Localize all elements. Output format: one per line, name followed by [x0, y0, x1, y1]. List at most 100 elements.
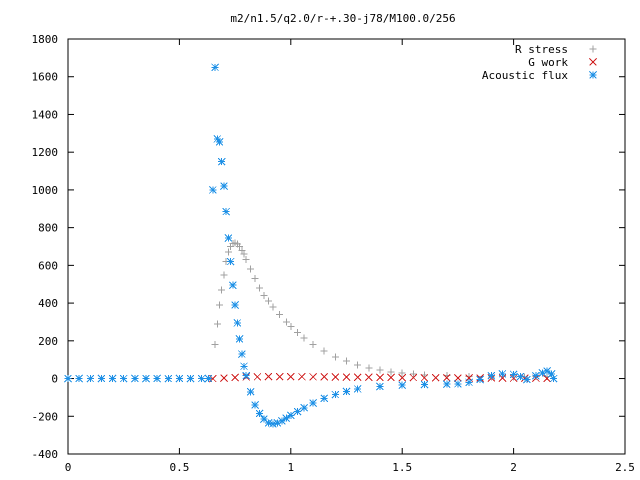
g-work-point: [387, 373, 395, 382]
r-stress-point: [265, 297, 273, 305]
acoustic-flux-point: [465, 378, 473, 387]
r-stress-point: [247, 265, 255, 273]
r-stress-point: [409, 370, 417, 378]
r-stress-point: [269, 303, 277, 311]
y-tick-label: 600: [38, 259, 58, 272]
y-tick-label: 1800: [32, 33, 59, 46]
acoustic-flux-point: [487, 371, 496, 380]
acoustic-flux-point: [217, 157, 226, 166]
r-stress-point: [282, 318, 290, 326]
r-stress-point: [354, 361, 362, 369]
r-stress-point: [287, 323, 295, 331]
x-tick-label: 2.5: [615, 461, 635, 474]
acoustic-flux-point: [320, 394, 329, 403]
acoustic-flux-point: [226, 257, 235, 266]
acoustic-flux-point: [108, 374, 117, 383]
g-work-point: [376, 373, 384, 382]
series-r-stress: [64, 239, 558, 383]
legend-label-r-stress: R stress: [515, 43, 568, 56]
acoustic-flux-point: [454, 379, 462, 388]
x-tick-label: 1.5: [392, 461, 412, 474]
acoustic-flux-point: [498, 369, 507, 378]
acoustic-flux-point: [549, 374, 558, 383]
g-work-point: [253, 372, 262, 381]
r-stress-point: [256, 284, 264, 292]
acoustic-flux-point: [211, 63, 219, 72]
acoustic-flux-point: [197, 374, 206, 383]
y-tick-label: 400: [38, 297, 58, 310]
g-work-point: [364, 373, 373, 382]
y-tick-label: -200: [32, 410, 59, 423]
r-stress-point: [398, 369, 406, 377]
r-stress-point: [242, 256, 250, 264]
acoustic-flux-point: [142, 374, 150, 383]
acoustic-flux-point: [255, 409, 264, 418]
acoustic-flux-point: [376, 382, 384, 391]
g-work-point: [409, 373, 418, 382]
g-work-point: [298, 372, 306, 381]
acoustic-flux-point: [97, 374, 106, 383]
x-tick-label: 1: [287, 461, 294, 474]
r-stress-point: [320, 347, 328, 355]
x-tick-label: 2: [510, 461, 517, 474]
acoustic-flux-point: [231, 301, 239, 309]
g-work-point: [342, 373, 351, 381]
acoustic-flux-point: [222, 207, 231, 216]
acoustic-flux-point: [208, 186, 217, 194]
x-tick-label: 0: [65, 461, 72, 474]
acoustic-flux-point: [264, 419, 273, 427]
acoustic-flux-point: [215, 137, 224, 146]
r-stress-point: [224, 248, 232, 256]
acoustic-flux-point: [331, 390, 340, 399]
acoustic-flux-point: [286, 411, 295, 420]
plot-area-frame: [67, 38, 626, 455]
acoustic-flux-point: [293, 407, 302, 416]
r-stress-point: [309, 341, 317, 349]
g-work-point: [442, 373, 451, 382]
acoustic-flux-point: [309, 399, 317, 407]
g-work-point: [353, 373, 362, 382]
r-stress-point: [251, 275, 259, 283]
acoustic-flux-point: [153, 374, 161, 383]
acoustic-flux-point: [420, 380, 429, 389]
r-stress-point: [236, 243, 244, 250]
data-series: [64, 63, 558, 428]
acoustic-flux-point: [532, 371, 540, 380]
acoustic-flux-point: [233, 319, 242, 327]
legend-marker-r-stress: [589, 45, 597, 53]
r-stress-point: [465, 372, 473, 380]
g-work-point: [331, 373, 340, 381]
g-work-point: [286, 372, 295, 381]
acoustic-flux-point: [509, 370, 518, 379]
acoustic-flux-point: [398, 381, 407, 390]
y-tick-label: 1000: [32, 184, 59, 197]
y-tick-label: 1200: [32, 146, 59, 159]
legend-label-acoustic-flux: Acoustic flux: [482, 69, 568, 82]
acoustic-flux-point: [300, 403, 309, 412]
acoustic-flux-point: [342, 387, 351, 396]
g-work-point: [454, 374, 462, 382]
acoustic-flux-point: [242, 371, 251, 380]
g-work-point: [231, 373, 239, 382]
axis-ticks: 0 0.5 1 1.5 2 2.5 -400 -200 0 200 400 600 800 1000 120…: [32, 33, 635, 474]
r-stress-point: [216, 301, 224, 309]
r-stress-point: [300, 334, 308, 342]
acoustic-flux-point: [516, 372, 525, 381]
r-stress-point: [238, 246, 246, 254]
acoustic-flux-point: [246, 387, 255, 396]
r-stress-point: [376, 366, 384, 374]
g-work-point: [420, 373, 429, 382]
acoustic-flux-point: [353, 385, 362, 393]
y-tick-label: -400: [32, 448, 59, 461]
acoustic-flux-point: [175, 374, 184, 383]
g-work-point: [431, 373, 440, 382]
legend-marker-g-work: [589, 58, 597, 66]
acoustic-flux-point: [251, 401, 260, 409]
y-tick-label: 0: [51, 373, 58, 386]
r-stress-point: [218, 286, 226, 294]
acoustic-flux-point: [224, 234, 233, 242]
y-tick-label: 1400: [32, 108, 59, 121]
acoustic-flux-point: [476, 375, 485, 384]
y-tick-label: 200: [38, 335, 58, 348]
